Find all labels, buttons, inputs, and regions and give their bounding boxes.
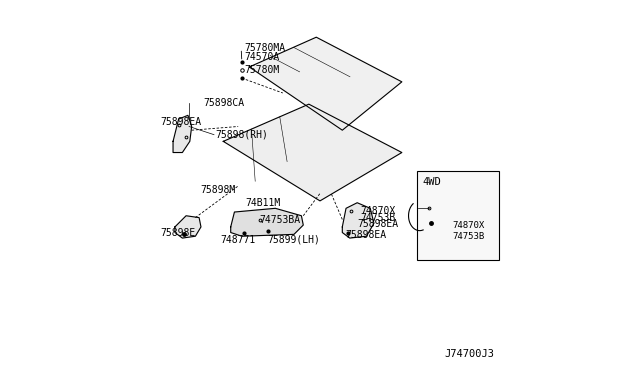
Text: 75898EA: 75898EA: [346, 230, 387, 240]
Text: 4WD: 4WD: [422, 177, 441, 187]
Text: 75898EA: 75898EA: [161, 117, 202, 127]
Text: 74753B: 74753B: [360, 213, 396, 222]
Text: 75780M: 75780M: [244, 65, 280, 75]
Text: 75898E: 75898E: [161, 228, 196, 237]
Bar: [417, 171, 499, 260]
Text: 75898(RH): 75898(RH): [215, 130, 268, 140]
Text: 74870X: 74870X: [452, 221, 484, 230]
Text: 75898CA: 75898CA: [203, 99, 244, 108]
Polygon shape: [250, 37, 402, 130]
Text: 74B11M: 74B11M: [245, 198, 280, 208]
Polygon shape: [223, 104, 402, 201]
Text: 74753B: 74753B: [452, 232, 484, 241]
Text: 75898EA: 75898EA: [357, 219, 398, 229]
Text: 75780MA: 75780MA: [244, 44, 285, 53]
Text: 74570A: 74570A: [244, 52, 280, 61]
Text: J74700J3: J74700J3: [445, 349, 495, 359]
Text: 74753BA: 74753BA: [260, 215, 301, 225]
Text: 74870X: 74870X: [360, 206, 396, 216]
Text: 75898M: 75898M: [200, 185, 236, 195]
Text: 75899(LH): 75899(LH): [267, 235, 320, 245]
Polygon shape: [231, 208, 303, 236]
Text: 748771: 748771: [220, 235, 255, 245]
Polygon shape: [175, 216, 201, 238]
Polygon shape: [342, 203, 374, 238]
Polygon shape: [173, 115, 191, 153]
